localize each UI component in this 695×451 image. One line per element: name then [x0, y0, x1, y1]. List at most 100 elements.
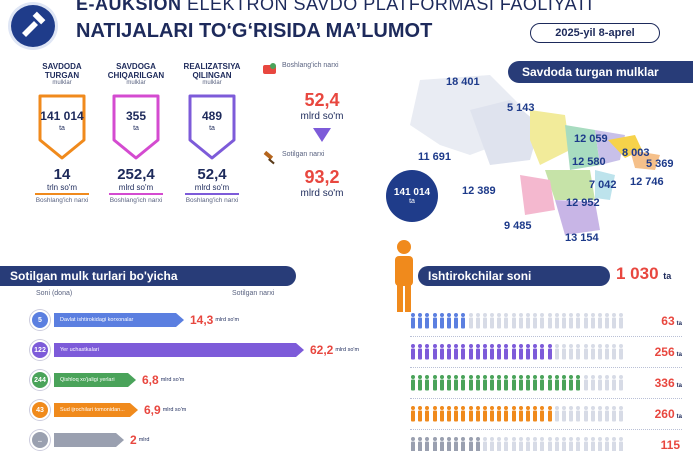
- person-mini-icon: [504, 313, 509, 329]
- row-divider: [410, 398, 682, 399]
- sold-type-count: 43: [30, 400, 50, 420]
- map-total-unit: ta: [409, 198, 415, 205]
- person-mini-icon: [619, 344, 624, 360]
- person-mini-icon: [468, 313, 473, 329]
- person-mini-icon: [533, 406, 538, 422]
- participants-total-value: 1 030: [616, 264, 659, 283]
- sold-type-value: 14,3: [190, 313, 214, 327]
- hammer-icon: [22, 11, 46, 37]
- person-mini-icon: [432, 406, 437, 422]
- person-mini-icon: [461, 375, 466, 391]
- person-mini-icon: [490, 375, 495, 391]
- person-mini-icon: [612, 437, 617, 451]
- sold-price-label: Sotilgan narxi: [282, 151, 325, 158]
- person-mini-icon: [490, 406, 495, 422]
- person-mini-icon: [482, 437, 487, 451]
- person-mini-icon: [605, 406, 610, 422]
- participants-count: 260: [654, 407, 675, 421]
- sold-type-row: 122 Yer uchastkalari 62,2 mlrd so'm: [30, 340, 359, 360]
- participants-value: 256 ta: [655, 345, 682, 359]
- sold-type-label: Sud ijrochilari tomonidan...: [54, 403, 138, 417]
- person-mini-icon: [411, 313, 415, 329]
- person-mini-icon: [490, 437, 495, 451]
- person-mini-icon: [504, 344, 509, 360]
- region-count: 12 580: [572, 156, 606, 168]
- person-mini-icon: [561, 437, 566, 451]
- person-mini-icon: [619, 406, 624, 422]
- person-mini-icon: [569, 375, 574, 391]
- person-mini-icon: [583, 406, 588, 422]
- person-mini-icon: [547, 406, 552, 422]
- sold-price-unit: mlrd so'm: [300, 188, 344, 199]
- date-badge: 2025-yil 8-aprel: [530, 23, 660, 43]
- person-mini-icon: [583, 437, 588, 451]
- region-count: 7 042: [589, 179, 617, 191]
- person-mini-icon: [576, 375, 581, 391]
- person-mini-icon: [461, 406, 466, 422]
- person-mini-icon: [454, 375, 459, 391]
- person-mini-icon: [526, 437, 530, 451]
- person-mini-icon: [547, 313, 552, 329]
- sold-type-row: 43 Sud ijrochilari tomonidan... 6,9 mlrd…: [30, 400, 186, 420]
- person-mini-icon: [490, 344, 495, 360]
- participants-count: 336: [654, 376, 675, 390]
- person-mini-icon: [605, 437, 610, 451]
- person-mini-icon: [540, 375, 545, 391]
- stat-card-bottom-unit: mlrd so'm: [118, 183, 154, 192]
- stat-card: REALIZATSIYA QILINGAN mulklar 489 ta 52,…: [182, 62, 242, 205]
- person-mini-icon: [511, 344, 516, 360]
- person-mini-icon: [418, 406, 423, 422]
- person-mini-icon: [425, 313, 430, 329]
- sold-type-label: Davlat ishtirokidagi korxonalar: [54, 313, 184, 327]
- person-mini-icon: [439, 313, 444, 329]
- price-tag-icon: [263, 63, 276, 74]
- person-mini-icon: [597, 344, 602, 360]
- person-mini-icon: [590, 313, 595, 329]
- person-mini-icon: [432, 313, 437, 329]
- person-mini-icon: [597, 375, 602, 391]
- stat-card-unit: ta: [133, 125, 139, 132]
- map-total-value: 141 014: [393, 187, 431, 198]
- person-mini-icon: [619, 437, 624, 451]
- stat-card-value: 355: [125, 109, 147, 123]
- person-mini-icon: [518, 406, 523, 422]
- person-mini-icon: [605, 375, 610, 391]
- person-mini-icon: [619, 375, 624, 391]
- stat-card-label: SAVDODA TURGAN: [42, 62, 82, 80]
- stat-card: SAVDODA TURGAN mulklar 141 014 ta 14 trl…: [32, 62, 92, 205]
- person-mini-icon: [439, 406, 444, 422]
- person-mini-icon: [425, 344, 430, 360]
- people-icons: [410, 406, 624, 422]
- person-mini-icon: [561, 375, 566, 391]
- person-mini-icon: [425, 406, 430, 422]
- person-mini-icon: [454, 313, 459, 329]
- price-summary: Boshlang'ich narxi 52,4 mlrd so'm Sotilg…: [262, 62, 382, 199]
- person-mini-icon: [461, 313, 466, 329]
- person-mini-icon: [425, 375, 430, 391]
- participants-unit: ta: [676, 352, 682, 358]
- region-count: 12 059: [574, 133, 608, 145]
- stat-card-label: REALIZATSIYA QILINGAN: [183, 62, 241, 80]
- person-mini-icon: [446, 437, 451, 451]
- title-line-1: E-AUKSION ELEKTRON SAVDO PLATFORMASI FAO…: [76, 0, 593, 14]
- stat-card-bottom-value: 252,4: [117, 166, 155, 183]
- person-mini-icon: [454, 406, 459, 422]
- person-mini-icon: [554, 375, 559, 391]
- person-mini-icon: [418, 437, 423, 451]
- person-mini-icon: [418, 313, 423, 329]
- participants-title: Ishtirokchilar soni: [418, 266, 610, 286]
- people-icons: [410, 437, 624, 451]
- person-mini-icon: [533, 344, 538, 360]
- person-mini-icon: [576, 313, 581, 329]
- person-mini-icon: [612, 313, 617, 329]
- person-mini-icon: [475, 344, 480, 360]
- region-count: 5 369: [646, 158, 674, 170]
- sold-type-label: Yer uchastkalari: [54, 343, 304, 357]
- region-count: 11 691: [418, 151, 452, 163]
- person-mini-icon: [547, 344, 552, 360]
- person-mini-icon: [411, 406, 415, 422]
- person-mini-icon: [418, 344, 423, 360]
- stat-card-label: SAVDOGA CHIQARILGAN: [107, 62, 165, 80]
- person-mini-icon: [490, 313, 495, 329]
- person-mini-icon: [439, 375, 444, 391]
